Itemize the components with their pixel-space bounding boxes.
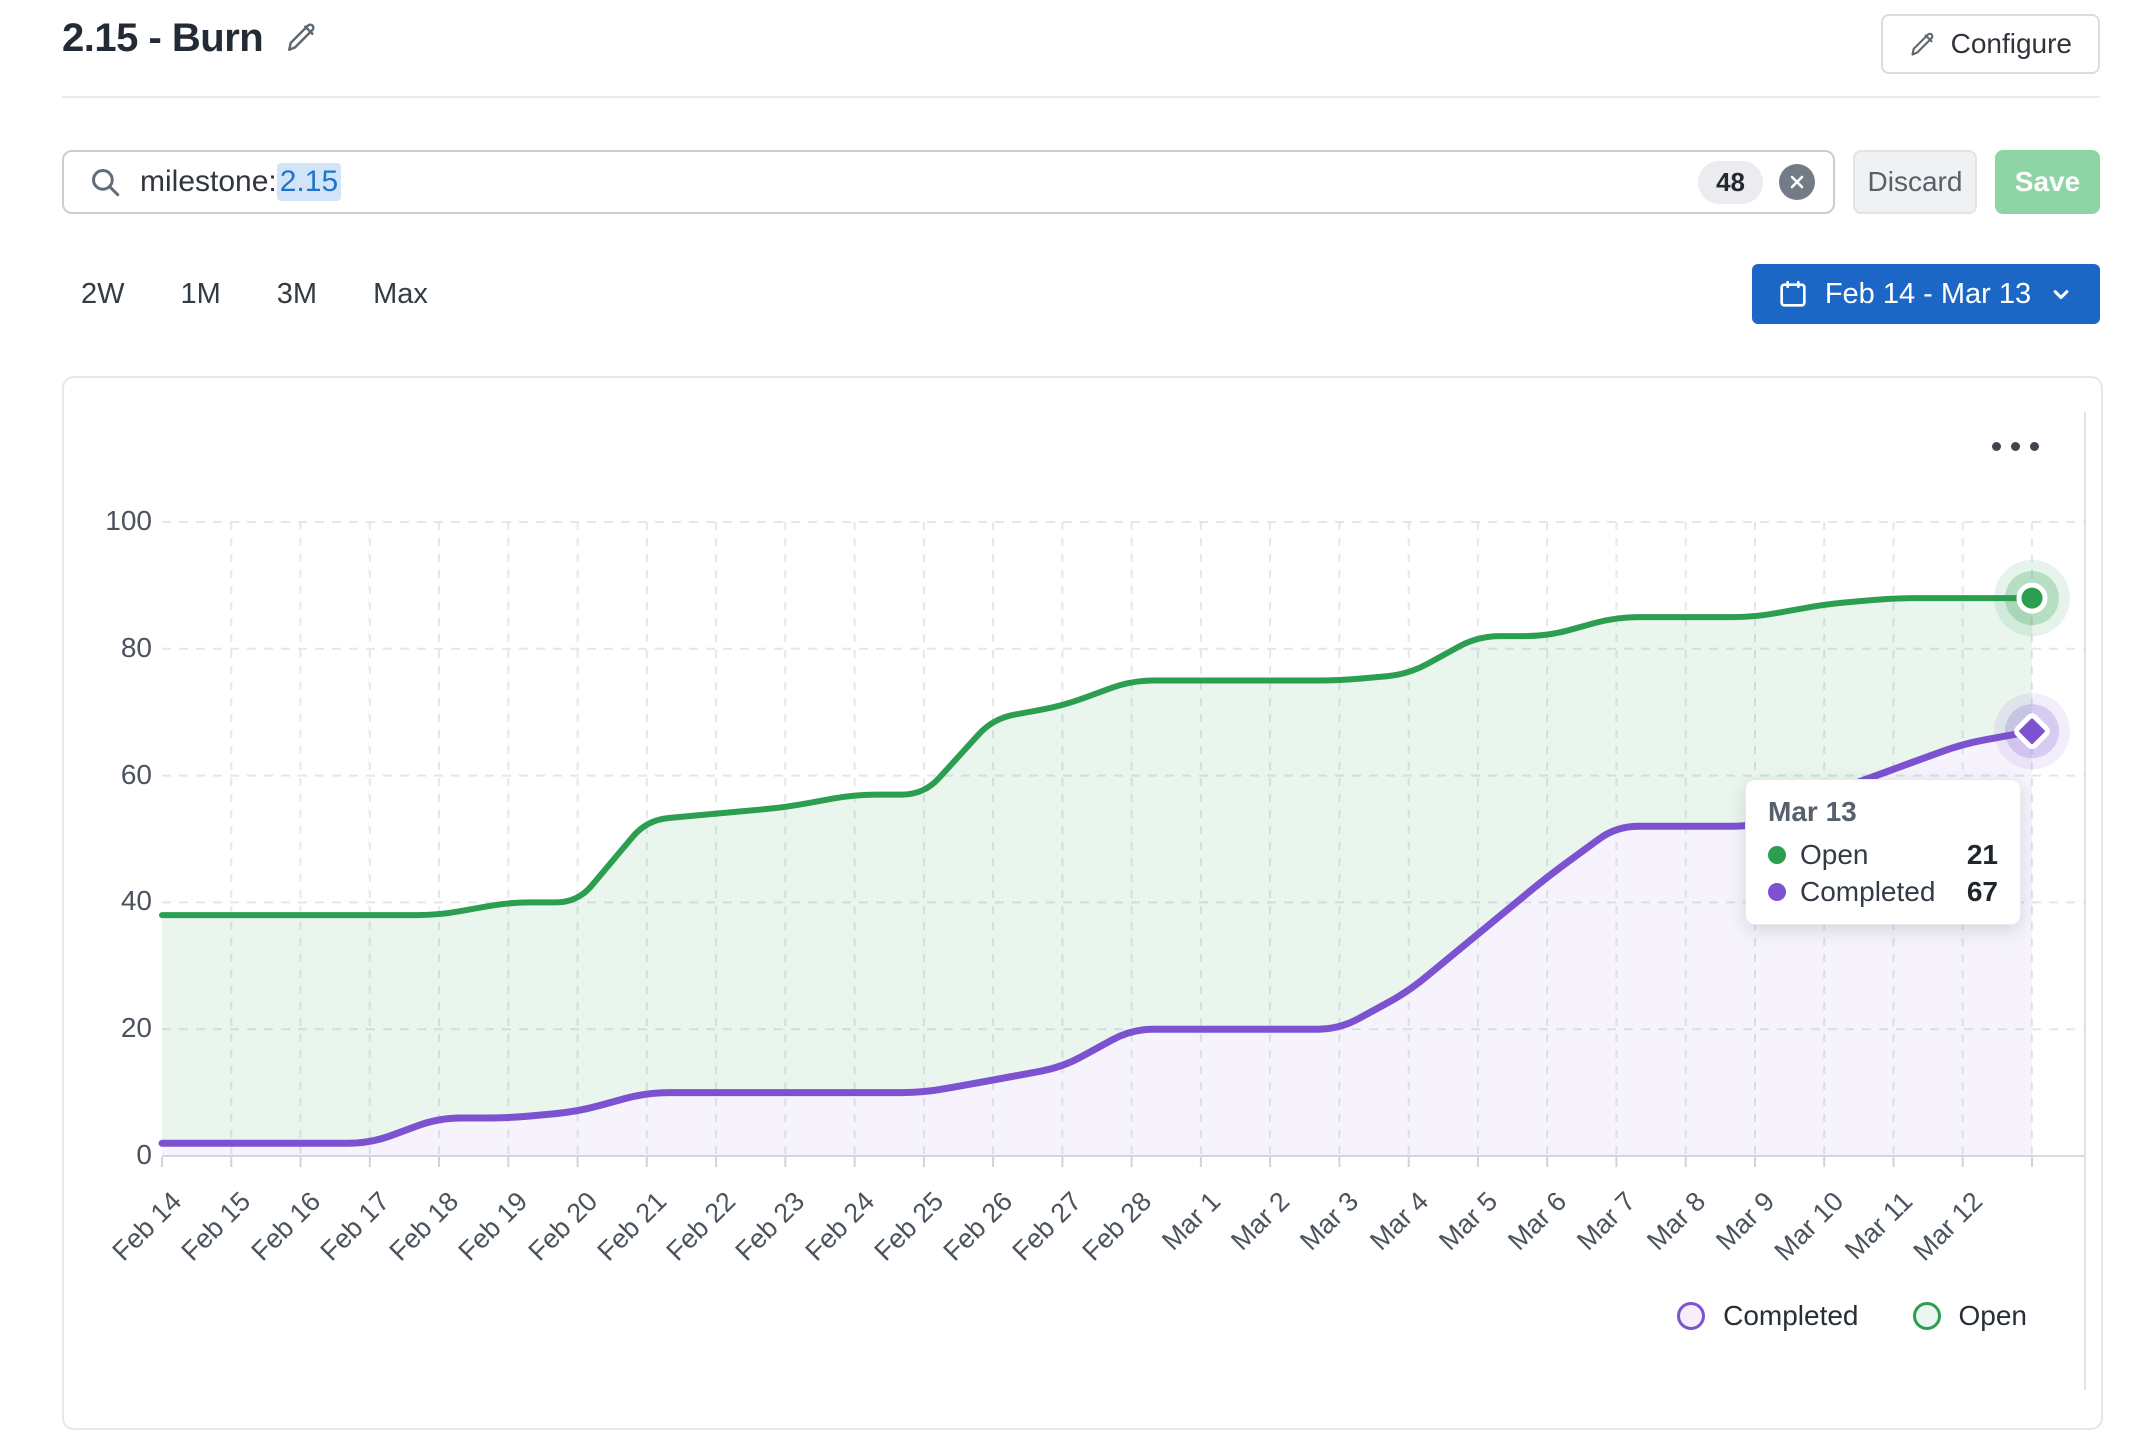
tooltip-series-value: 21 <box>1966 838 1998 870</box>
filter-token-value: 2.15 <box>276 163 342 201</box>
tooltip-series-label: Completed <box>1800 875 1936 907</box>
legend-item-open[interactable]: Open <box>1912 1300 2028 1332</box>
configure-button[interactable]: Configure <box>1880 14 2100 74</box>
y-axis-label: 0 <box>136 1139 152 1170</box>
open-point-marker <box>2016 582 2048 614</box>
tooltip-series-label: Open <box>1800 838 1869 870</box>
chevron-down-icon <box>2047 280 2075 308</box>
open-series-line <box>159 595 2035 919</box>
chart-more-menu-button[interactable] <box>1986 436 2045 457</box>
chart-legend: Completed Open <box>1677 1300 2027 1332</box>
ellipsis-icon <box>1992 442 2001 451</box>
edit-title-button[interactable] <box>285 20 319 57</box>
burnup-chart-card: 0 20 40 60 80 100 Feb 14 Feb 15 Feb 16 Feb 17 Feb… <box>62 376 2103 1430</box>
save-button[interactable]: Save <box>1995 150 2100 214</box>
results-count-badge: 48 <box>1698 160 1763 204</box>
ellipsis-icon <box>2011 442 2020 451</box>
filtered-search-input[interactable]: milestone: 2.15 48 <box>62 150 1835 214</box>
tooltip-date: Mar 13 <box>1768 796 1857 827</box>
close-icon <box>1787 172 1807 192</box>
time-range-3m[interactable]: 3M <box>275 274 319 315</box>
page-header: 2.15 - Burn <box>62 16 319 61</box>
series-dot-icon <box>1768 845 1786 864</box>
legend-item-completed[interactable]: Completed <box>1677 1300 1859 1332</box>
legend-swatch-icon <box>1912 1302 1941 1330</box>
ellipsis-icon <box>2030 442 2039 451</box>
configure-label: Configure <box>1950 28 2072 59</box>
date-range-button[interactable]: Feb 14 - Mar 13 <box>1752 264 2100 324</box>
y-axis-label: 20 <box>120 1012 152 1044</box>
completed-point-marker <box>2014 713 2050 750</box>
legend-label: Open <box>1958 1300 2028 1331</box>
header-divider <box>62 96 2100 98</box>
burnup-chart <box>158 412 2086 1390</box>
time-range-group: 2W 1M 3M Max <box>79 274 430 315</box>
y-axis-label: 80 <box>120 631 152 663</box>
y-axis-label: 100 <box>105 505 152 536</box>
clear-search-button[interactable] <box>1779 164 1815 200</box>
y-axis-label: 60 <box>120 758 152 790</box>
tooltip-row: Open 21 <box>1768 836 1998 873</box>
page-title: 2.15 - Burn <box>62 16 264 60</box>
open-area <box>162 598 2032 1144</box>
date-range-label: Feb 14 - Mar 13 <box>1824 277 2032 310</box>
search-icon <box>88 165 122 199</box>
chart-tooltip: Mar 13 Open 21 Completed 67 <box>1745 779 2021 925</box>
pencil-icon <box>285 20 319 57</box>
legend-label: Completed <box>1723 1300 1859 1331</box>
legend-swatch-icon <box>1677 1302 1706 1330</box>
search-query: milestone: 2.15 <box>140 163 342 201</box>
discard-button[interactable]: Discard <box>1853 150 1977 214</box>
tooltip-row: Completed 67 <box>1768 873 1998 910</box>
series-dot-icon <box>1768 882 1786 901</box>
filter-token-key: milestone: <box>140 165 277 198</box>
completed-series-line <box>158 727 2036 1147</box>
time-range-1m[interactable]: 1M <box>179 274 223 315</box>
pencil-icon <box>1909 30 1937 58</box>
time-range-max[interactable]: Max <box>371 274 430 315</box>
tooltip-series-value: 67 <box>1966 875 1998 907</box>
y-axis-label: 40 <box>120 885 152 917</box>
time-range-2w[interactable]: 2W <box>79 274 127 315</box>
calendar-icon <box>1777 278 1809 310</box>
completed-area <box>162 731 2032 1156</box>
